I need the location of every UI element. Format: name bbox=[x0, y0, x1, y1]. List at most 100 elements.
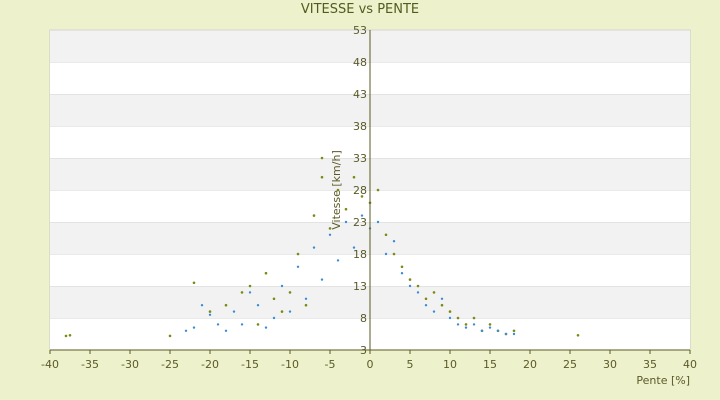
y-tick-label: 53 bbox=[353, 24, 367, 37]
x-axis-title: Pente [%] bbox=[636, 374, 690, 387]
data-point-series-1 bbox=[576, 333, 580, 337]
data-point-series-1 bbox=[440, 303, 444, 307]
data-point-series-1 bbox=[392, 252, 396, 256]
y-tick-label: 8 bbox=[360, 312, 367, 325]
data-point-series-2 bbox=[224, 329, 228, 332]
x-tick-label: 0 bbox=[367, 358, 374, 371]
y-axis-title: Vitesse [km/h] bbox=[330, 150, 343, 230]
data-point-series-2 bbox=[376, 220, 380, 224]
data-point-series-1 bbox=[328, 227, 332, 230]
x-tick-label: -20 bbox=[201, 358, 219, 371]
x-tick-label: 25 bbox=[563, 358, 577, 371]
data-point-series-2 bbox=[232, 310, 236, 313]
data-point-series-1 bbox=[488, 323, 492, 326]
y-tick-label: 33 bbox=[353, 152, 367, 165]
data-point-series-2 bbox=[384, 252, 388, 256]
data-point-series-1 bbox=[320, 175, 324, 179]
data-point-series-1 bbox=[264, 271, 268, 275]
data-point-series-1 bbox=[312, 214, 316, 217]
data-point-series-2 bbox=[440, 297, 444, 300]
data-point-series-2 bbox=[344, 220, 348, 224]
data-point-series-2 bbox=[488, 326, 492, 329]
data-point-series-2 bbox=[416, 291, 420, 294]
data-point-series-2 bbox=[400, 272, 404, 275]
y-tick-label: 18 bbox=[353, 248, 367, 261]
data-point-series-2 bbox=[328, 233, 332, 236]
data-point-series-1 bbox=[408, 278, 412, 281]
x-tick-label: -30 bbox=[121, 358, 139, 371]
x-tick-label: -25 bbox=[161, 358, 179, 371]
y-tick-label: 3 bbox=[360, 344, 367, 357]
data-point-series-2 bbox=[408, 284, 412, 288]
data-point-series-1 bbox=[208, 310, 212, 313]
data-point-series-2 bbox=[264, 326, 268, 329]
data-point-series-2 bbox=[272, 316, 276, 320]
data-point-series-1 bbox=[448, 310, 452, 313]
data-point-series-2 bbox=[360, 214, 364, 217]
data-point-series-2 bbox=[512, 332, 516, 336]
data-point-series-1 bbox=[68, 333, 72, 337]
data-point-series-1 bbox=[384, 233, 388, 237]
y-tick-label: 38 bbox=[353, 120, 367, 133]
data-point-series-1 bbox=[64, 334, 68, 338]
data-point-series-2 bbox=[504, 332, 508, 336]
x-tick-label: 5 bbox=[407, 358, 414, 371]
data-point-series-2 bbox=[216, 323, 220, 326]
data-point-series-2 bbox=[472, 323, 476, 326]
y-tick-label: 43 bbox=[353, 88, 367, 101]
data-point-series-2 bbox=[192, 326, 196, 329]
data-point-series-2 bbox=[424, 304, 428, 307]
x-tick-label: 30 bbox=[603, 358, 617, 371]
chart-title: VITESSE vs PENTE bbox=[300, 2, 420, 17]
data-point-series-2 bbox=[480, 329, 484, 332]
data-point-series-1 bbox=[376, 188, 380, 192]
data-point-series-2 bbox=[208, 313, 212, 316]
data-point-series-2 bbox=[304, 297, 308, 300]
data-point-series-2 bbox=[464, 326, 468, 329]
x-tick-label: 15 bbox=[483, 358, 497, 371]
data-point-series-1 bbox=[472, 316, 476, 320]
data-point-series-1 bbox=[400, 265, 404, 269]
data-point-series-1 bbox=[168, 334, 172, 338]
x-tick-label: -35 bbox=[81, 358, 99, 371]
data-point-series-1 bbox=[464, 323, 468, 326]
x-tick-label: 10 bbox=[443, 358, 457, 371]
data-point-series-1 bbox=[432, 291, 436, 294]
x-tick-label: -15 bbox=[241, 358, 259, 371]
data-point-series-1 bbox=[256, 323, 260, 326]
data-point-series-1 bbox=[280, 310, 284, 313]
data-point-series-2 bbox=[200, 304, 204, 307]
data-point-series-2 bbox=[336, 259, 340, 262]
data-point-series-1 bbox=[224, 303, 228, 307]
data-point-series-1 bbox=[272, 297, 276, 301]
data-point-series-1 bbox=[320, 156, 324, 160]
y-tick-label: 23 bbox=[353, 216, 367, 229]
x-tick-label: -40 bbox=[41, 358, 59, 371]
y-tick-label: 28 bbox=[353, 184, 367, 197]
data-point-series-1 bbox=[424, 297, 428, 301]
y-tick-label: 13 bbox=[353, 280, 367, 293]
data-point-series-1 bbox=[192, 281, 196, 285]
data-point-series-1 bbox=[416, 284, 420, 288]
x-tick-label: 20 bbox=[523, 358, 537, 371]
data-point-series-1 bbox=[512, 329, 516, 333]
y-tick-label: 48 bbox=[353, 56, 367, 69]
data-point-series-1 bbox=[344, 207, 348, 211]
data-point-series-2 bbox=[432, 310, 436, 313]
data-point-series-1 bbox=[248, 284, 252, 288]
data-point-series-2 bbox=[280, 284, 284, 288]
data-point-series-2 bbox=[352, 246, 356, 249]
data-point-series-2 bbox=[392, 240, 396, 243]
data-point-series-1 bbox=[304, 303, 308, 307]
data-point-series-2 bbox=[496, 329, 500, 332]
data-point-series-2 bbox=[296, 265, 300, 268]
data-point-series-2 bbox=[312, 246, 316, 249]
data-point-series-2 bbox=[320, 278, 324, 281]
data-point-series-1 bbox=[456, 316, 460, 320]
data-point-series-1 bbox=[288, 291, 292, 294]
data-point-series-1 bbox=[296, 252, 300, 256]
data-point-series-1 bbox=[360, 195, 364, 198]
x-tick-label: 35 bbox=[643, 358, 657, 371]
data-point-series-2 bbox=[256, 304, 260, 307]
